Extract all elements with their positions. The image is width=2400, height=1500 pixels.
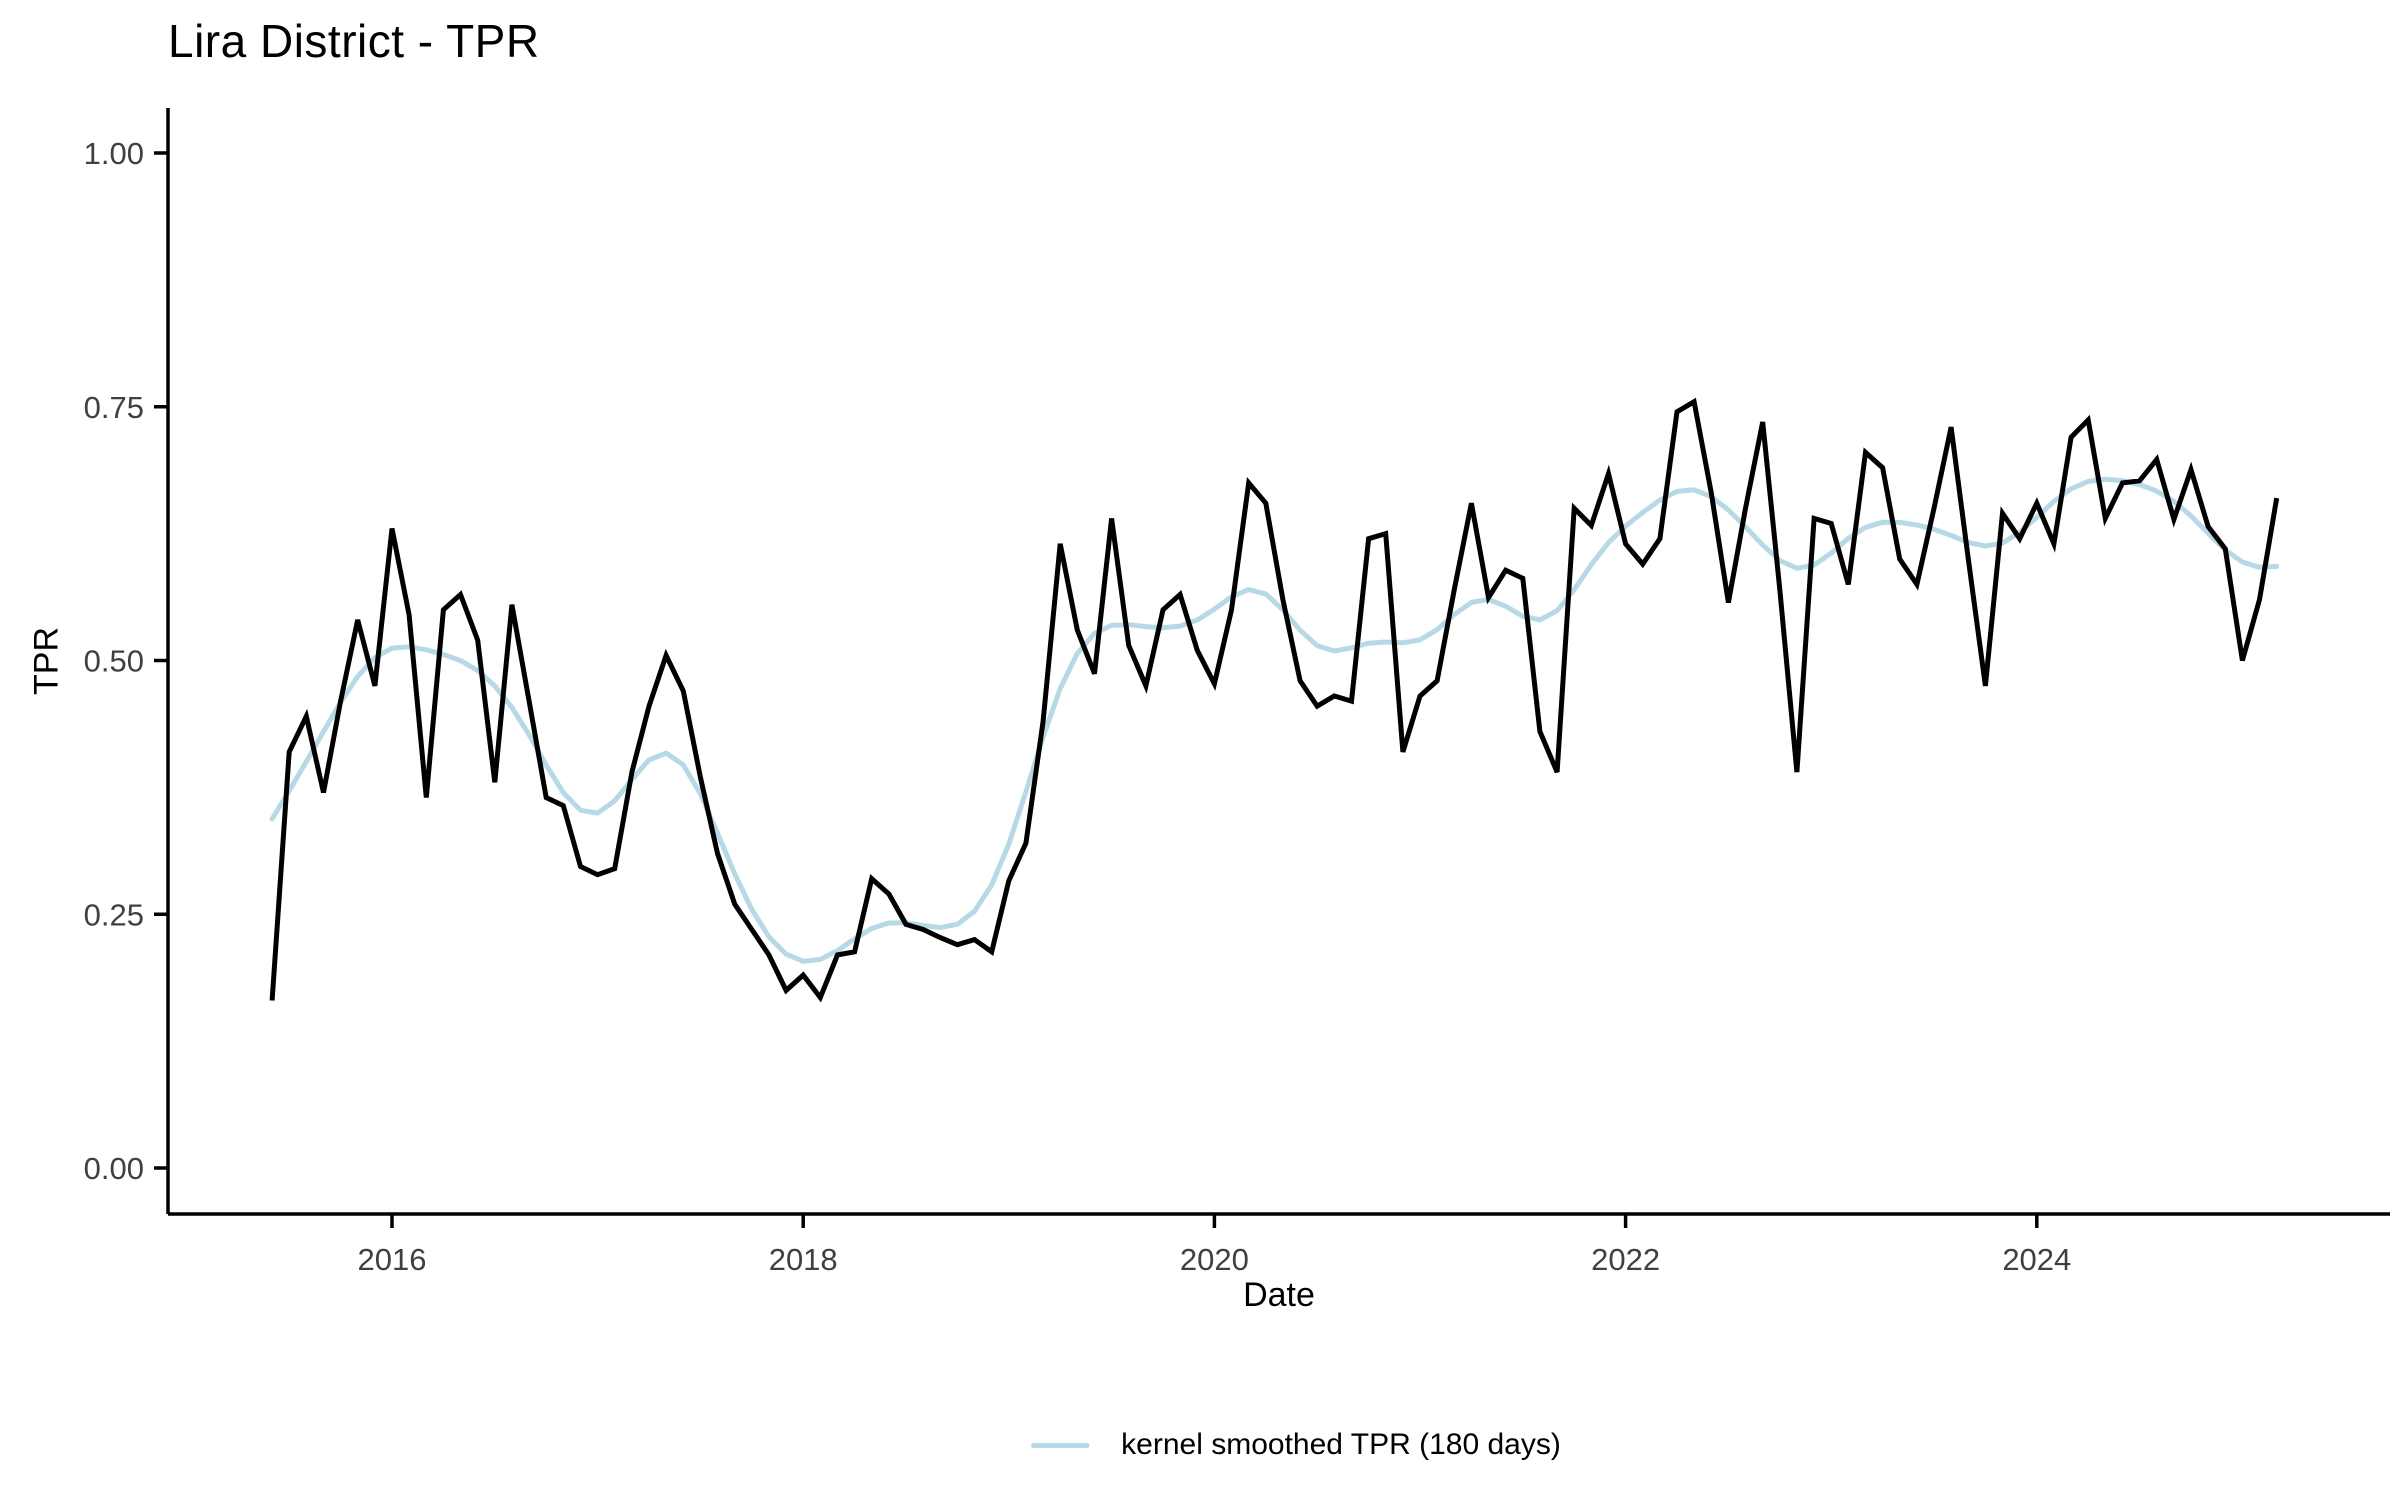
tpr-line bbox=[269, 397, 2280, 1003]
y-tick-label: 0.50 bbox=[84, 644, 144, 679]
legend-swatch-smoothed-line bbox=[1031, 1442, 1090, 1448]
legend: kernel smoothed TPR (180 days) bbox=[1031, 1428, 1561, 1462]
smoothed-tpr-line bbox=[269, 476, 2280, 964]
x-tick-label: 2016 bbox=[358, 1242, 427, 1277]
x-tick-label: 2024 bbox=[2002, 1242, 2071, 1277]
x-tick-label: 2018 bbox=[769, 1242, 838, 1277]
x-tick-label: 2022 bbox=[1591, 1242, 1660, 1277]
y-tick-label: 0.75 bbox=[84, 390, 144, 425]
legend-label: kernel smoothed TPR (180 days) bbox=[1121, 1428, 1561, 1461]
y-tick-label: 0.00 bbox=[84, 1151, 144, 1186]
y-tick-label: 1.00 bbox=[84, 136, 144, 171]
y-axis-title: TPR bbox=[27, 627, 66, 695]
x-tick-label: 2020 bbox=[1180, 1242, 1249, 1277]
x-axis-title: Date bbox=[1243, 1276, 1315, 1314]
page-title: Lira District - TPR bbox=[168, 15, 540, 67]
y-tick-label: 0.25 bbox=[84, 897, 144, 932]
